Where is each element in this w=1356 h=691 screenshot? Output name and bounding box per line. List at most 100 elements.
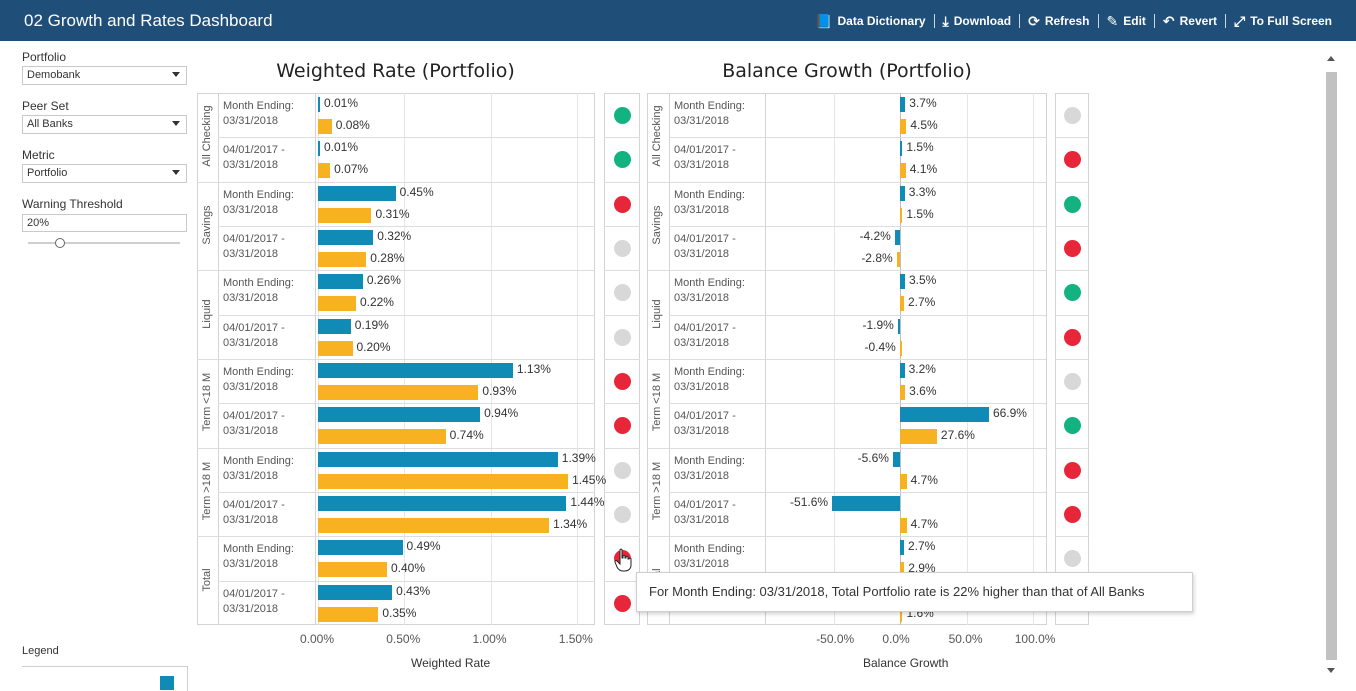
peer-bar[interactable]: [318, 163, 331, 179]
warning-threshold-slider[interactable]: [28, 236, 180, 250]
portfolio-bar[interactable]: [832, 495, 901, 511]
peer-bar[interactable]: [900, 606, 903, 622]
row-separator: [218, 491, 594, 493]
portfolio-value: Demobank: [27, 69, 81, 81]
status-indicator-green[interactable]: [1063, 417, 1081, 435]
status-indicator-grey[interactable]: [613, 328, 631, 346]
peer-bar[interactable]: [318, 340, 353, 356]
period-label: 04/01/2017 - 03/31/2018: [674, 232, 736, 262]
portfolio-bar[interactable]: [318, 540, 403, 556]
status-indicator-red[interactable]: [1063, 151, 1081, 169]
data-label: -5.6%: [857, 450, 889, 465]
portfolio-bar[interactable]: [318, 229, 374, 245]
status-indicator-grey[interactable]: [1063, 550, 1081, 568]
period-label: 04/01/2017 - 03/31/2018: [223, 409, 285, 439]
portfolio-bar[interactable]: [318, 451, 558, 467]
peer-bar[interactable]: [900, 163, 906, 179]
download-button[interactable]: ⤓ Download: [935, 14, 1020, 28]
status-indicator-grey[interactable]: [613, 461, 631, 479]
status-indicator-green[interactable]: [613, 107, 631, 124]
data-label: 4.7%: [910, 516, 938, 531]
portfolio-bar[interactable]: [900, 141, 903, 157]
status-indicator-red[interactable]: [613, 417, 631, 435]
status-indicator-green[interactable]: [1063, 195, 1081, 213]
edit-button[interactable]: ✎ Edit: [1099, 14, 1154, 28]
scrollbar-thumb[interactable]: [1326, 72, 1337, 660]
portfolio-bar[interactable]: [894, 229, 901, 245]
scroll-down-icon[interactable]: [1327, 668, 1335, 673]
status-indicator-green[interactable]: [1063, 284, 1081, 302]
status-indicator-red[interactable]: [1063, 505, 1081, 523]
peer-bar[interactable]: [318, 562, 387, 578]
status-indicator-grey[interactable]: [613, 284, 631, 302]
status-indicator-grey[interactable]: [1063, 107, 1081, 124]
peer-bar[interactable]: [900, 473, 907, 489]
status-indicator-red[interactable]: [1063, 328, 1081, 346]
status-indicator-red[interactable]: [1063, 239, 1081, 257]
portfolio-bar[interactable]: [900, 185, 905, 201]
group-separator: [197, 270, 594, 272]
peer-bar[interactable]: [899, 340, 902, 356]
peer-bar[interactable]: [318, 384, 479, 400]
portfolio-bar[interactable]: [900, 97, 906, 112]
revert-button[interactable]: ↶ Revert: [1155, 14, 1225, 28]
peer-bar[interactable]: [900, 384, 906, 400]
peer-bar[interactable]: [896, 251, 901, 267]
portfolio-bar[interactable]: [318, 495, 567, 511]
portfolio-bar[interactable]: [318, 584, 393, 600]
portfolio-bar[interactable]: [318, 407, 481, 423]
toolbar-separator: [1225, 13, 1226, 28]
portfolio-select[interactable]: Demobank: [22, 66, 187, 85]
data-label: 2.7%: [907, 539, 936, 554]
refresh-button[interactable]: ⟳ Refresh: [1020, 14, 1097, 28]
portfolio-bar[interactable]: [318, 185, 396, 201]
refresh-button-label: Refresh: [1044, 13, 1090, 28]
peer-bar[interactable]: [900, 207, 903, 223]
peer-bar[interactable]: [900, 296, 904, 312]
warning-threshold-input[interactable]: [22, 214, 187, 232]
portfolio-bar[interactable]: [900, 274, 905, 290]
vertical-scrollbar[interactable]: [1322, 50, 1340, 680]
peer-bar[interactable]: [900, 119, 907, 134]
period-label-line: Month Ending:: [674, 277, 745, 290]
portfolio-bar[interactable]: [318, 318, 351, 334]
peer-bar[interactable]: [318, 207, 372, 223]
peer-bar[interactable]: [318, 119, 332, 134]
period-label-line: 03/31/2018: [223, 159, 279, 172]
status-indicator-grey[interactable]: [1063, 372, 1081, 390]
peer-bar[interactable]: [318, 251, 367, 267]
peer-bar[interactable]: [318, 296, 356, 312]
period-label-line: 04/01/2017 -: [223, 498, 285, 511]
peer-set-select[interactable]: All Banks: [22, 115, 187, 134]
peer-bar[interactable]: [900, 517, 907, 533]
peer-bar[interactable]: [318, 606, 379, 622]
portfolio-bar[interactable]: [900, 407, 989, 423]
peer-bar[interactable]: [318, 429, 446, 445]
portfolio-bar[interactable]: [318, 141, 320, 157]
portfolio-bar[interactable]: [900, 540, 904, 556]
portfolio-bar[interactable]: [318, 362, 513, 378]
status-indicator-grey[interactable]: [613, 239, 631, 257]
status-indicator-green[interactable]: [613, 151, 631, 169]
portfolio-bar[interactable]: [897, 318, 901, 334]
peer-bar[interactable]: [318, 517, 550, 533]
portfolio-bar[interactable]: [892, 451, 901, 467]
slider-handle[interactable]: [55, 238, 66, 248]
portfolio-bar[interactable]: [318, 274, 363, 290]
scroll-up-icon[interactable]: [1327, 56, 1335, 61]
data-label: -0.4%: [864, 339, 896, 354]
full-screen-button[interactable]: ⤢ To Full Screen: [1226, 14, 1340, 28]
status-indicator-red[interactable]: [613, 594, 631, 612]
status-indicator-red[interactable]: [1063, 461, 1081, 479]
data-dictionary-button[interactable]: 📘 Data Dictionary: [807, 14, 933, 28]
status-indicator-grey[interactable]: [613, 505, 631, 523]
peer-bar[interactable]: [900, 562, 905, 578]
portfolio-bar[interactable]: [900, 362, 905, 378]
warning-threshold-filter: Warning Threshold: [22, 197, 188, 250]
status-indicator-red[interactable]: [613, 372, 631, 390]
peer-bar[interactable]: [318, 473, 569, 489]
portfolio-bar[interactable]: [318, 97, 320, 112]
metric-select[interactable]: Portfolio: [22, 164, 187, 183]
status-indicator-red[interactable]: [613, 195, 631, 213]
peer-bar[interactable]: [900, 429, 937, 445]
